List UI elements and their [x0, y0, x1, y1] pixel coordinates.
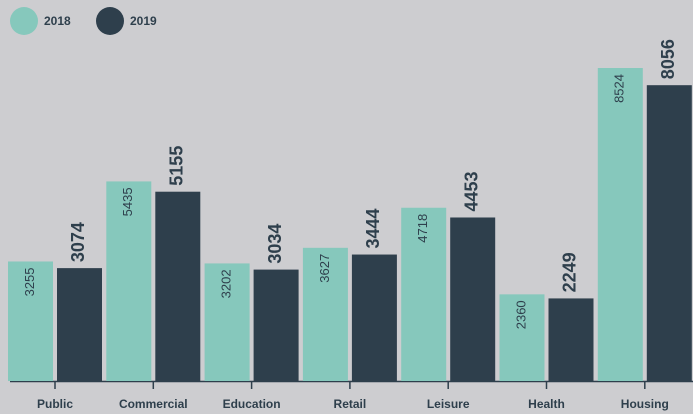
legend-swatch [10, 7, 38, 35]
bar [646, 85, 692, 382]
value-label: 3074 [68, 222, 88, 262]
value-label: 5435 [120, 187, 135, 216]
x-tick-label: Public [37, 397, 73, 411]
value-label: 4453 [461, 171, 481, 211]
value-label: 3444 [363, 208, 383, 248]
bar [155, 191, 201, 381]
legend-label: 2018 [44, 14, 71, 28]
bar [401, 207, 447, 381]
legend-label: 2019 [130, 14, 157, 28]
bar [57, 268, 102, 381]
bar [450, 217, 496, 381]
bar [548, 298, 594, 381]
value-label: 3034 [265, 224, 285, 264]
bar [597, 68, 643, 381]
x-tick-label: Commercial [119, 397, 188, 411]
bar [8, 261, 53, 381]
value-label: 3202 [219, 269, 234, 298]
value-label: 3255 [22, 267, 37, 296]
value-label: 2249 [560, 252, 580, 292]
x-tick-label: Retail [334, 397, 367, 411]
bar [106, 181, 152, 381]
value-label: 8524 [612, 74, 627, 103]
bar [253, 269, 299, 381]
value-label: 3627 [317, 254, 332, 283]
bar [302, 247, 348, 381]
value-label: 2360 [513, 300, 528, 329]
value-label: 4718 [415, 214, 430, 243]
x-tick-label: Housing [621, 397, 669, 411]
value-label: 8056 [658, 39, 678, 79]
bar [351, 254, 397, 381]
bar [204, 263, 250, 381]
x-tick-label: Health [528, 397, 565, 411]
x-tick-label: Leisure [427, 397, 470, 411]
value-label: 5155 [167, 146, 187, 186]
legend-swatch [96, 7, 124, 35]
bar [499, 294, 545, 381]
x-tick-label: Education [223, 397, 281, 411]
